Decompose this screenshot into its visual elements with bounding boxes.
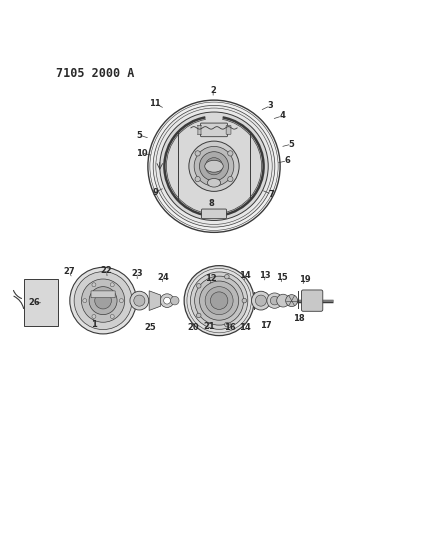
Circle shape [199,281,239,320]
Circle shape [199,152,229,181]
Text: 27: 27 [63,267,75,276]
Text: 22: 22 [101,266,113,275]
Text: 24: 24 [157,273,169,282]
Circle shape [252,291,270,310]
Circle shape [95,292,111,309]
Circle shape [163,297,170,304]
Circle shape [242,298,247,303]
Circle shape [196,313,201,318]
Text: 21: 21 [204,322,216,331]
FancyBboxPatch shape [197,125,202,134]
Circle shape [277,294,289,307]
Text: 5: 5 [137,131,142,140]
Text: 16: 16 [224,323,236,332]
Text: 18: 18 [294,314,305,323]
Circle shape [196,284,201,288]
Circle shape [134,295,145,306]
Polygon shape [149,291,160,310]
Circle shape [211,292,228,309]
Circle shape [92,283,96,287]
Text: 19: 19 [300,275,311,284]
Circle shape [83,298,87,303]
Circle shape [119,298,123,303]
Circle shape [81,279,125,322]
Circle shape [267,293,282,308]
Circle shape [33,287,40,293]
Circle shape [160,112,268,221]
Circle shape [189,141,239,191]
Circle shape [92,314,96,319]
Text: 26: 26 [28,298,40,307]
Text: 4: 4 [279,111,285,120]
Text: 13: 13 [259,271,271,280]
Circle shape [110,283,114,287]
FancyBboxPatch shape [201,123,227,136]
Text: 9: 9 [152,188,158,197]
Text: 17: 17 [260,321,272,330]
Circle shape [170,296,179,305]
Ellipse shape [208,179,220,187]
Ellipse shape [205,160,223,172]
Circle shape [33,300,40,306]
Text: 1: 1 [91,320,97,328]
Text: 14: 14 [239,323,250,332]
Text: 15: 15 [276,273,288,282]
Text: 20: 20 [188,323,199,332]
Text: 2: 2 [210,86,216,95]
FancyBboxPatch shape [91,291,115,298]
Circle shape [89,287,117,314]
Text: 7: 7 [269,190,274,199]
Circle shape [205,287,233,314]
FancyBboxPatch shape [301,290,323,311]
Circle shape [33,312,40,319]
Text: 12: 12 [205,274,217,284]
Text: 10: 10 [136,149,147,158]
Circle shape [70,268,137,334]
Circle shape [225,322,229,327]
Text: 7105 2000 A: 7105 2000 A [56,67,134,80]
Circle shape [195,176,200,182]
Circle shape [225,274,229,279]
Circle shape [256,295,267,306]
Text: 8: 8 [209,199,215,208]
Circle shape [190,272,248,329]
Circle shape [270,296,279,305]
Circle shape [153,106,275,227]
Circle shape [184,265,254,336]
Circle shape [130,291,149,310]
Circle shape [74,272,132,329]
FancyBboxPatch shape [202,209,226,219]
Circle shape [148,100,280,232]
Circle shape [308,296,317,305]
Circle shape [195,151,200,156]
Circle shape [228,151,233,156]
Circle shape [160,294,174,308]
Circle shape [194,147,234,186]
Circle shape [110,314,114,319]
Text: 5: 5 [289,140,294,149]
Text: 6: 6 [285,156,290,165]
Circle shape [195,276,244,325]
FancyBboxPatch shape [24,279,58,326]
FancyBboxPatch shape [226,125,231,134]
Circle shape [205,158,223,175]
Text: 23: 23 [131,269,143,278]
Circle shape [228,176,233,182]
Text: 11: 11 [149,99,161,108]
Text: 25: 25 [144,324,156,333]
Text: 3: 3 [268,101,273,110]
Text: 14: 14 [239,271,250,280]
Circle shape [285,295,297,306]
